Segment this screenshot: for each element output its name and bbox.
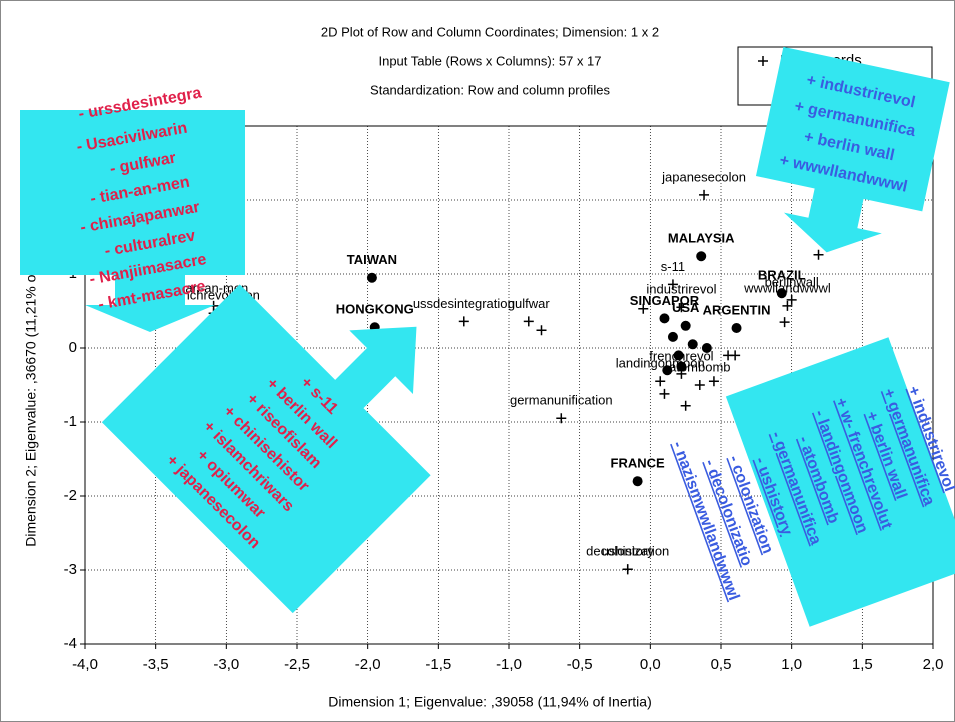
x-tick-label: 1,5 xyxy=(852,656,873,673)
annotation: - urssdesintegra- Usacivilwarin- gulfwar… xyxy=(20,85,245,332)
point-label: SINGAPOR xyxy=(630,293,700,308)
point-label: s-11 xyxy=(661,259,685,274)
point xyxy=(667,279,678,290)
point xyxy=(662,365,673,376)
point xyxy=(676,302,687,313)
point xyxy=(680,320,691,331)
point xyxy=(779,317,790,328)
point xyxy=(523,316,534,327)
legend-marker xyxy=(758,56,768,66)
point xyxy=(687,339,698,350)
point-label: germanunification xyxy=(510,393,613,408)
x-tick-label: -0,5 xyxy=(567,656,593,673)
annotation: + industrirevol+ germanunifica+ berlin w… xyxy=(755,46,950,253)
point-label: TAIWAN xyxy=(347,252,397,267)
x-tick-label: -1,5 xyxy=(425,656,451,673)
x-tick-label: -2,5 xyxy=(284,656,310,673)
point xyxy=(723,350,734,361)
point xyxy=(556,413,567,424)
y-tick-label: -2 xyxy=(64,487,77,504)
y-tick-label: -1 xyxy=(64,413,77,430)
point-label: ushistory xyxy=(602,544,655,559)
y-axis-label: Dimension 2; Eigenvalue: ,36670 (11,21% … xyxy=(23,223,39,547)
point xyxy=(632,476,643,487)
point xyxy=(458,316,469,327)
x-tick-label: -3,0 xyxy=(213,656,239,673)
point xyxy=(813,249,824,260)
point xyxy=(731,323,742,334)
point xyxy=(638,303,649,314)
point-label: tian-an-men xyxy=(179,280,248,295)
annotation-box xyxy=(101,284,431,614)
point xyxy=(708,376,719,387)
x-tick-label: -3,5 xyxy=(143,656,169,673)
x-tick-label: -4,0 xyxy=(72,656,98,673)
point-label: japanesecolon xyxy=(661,169,746,184)
point xyxy=(786,294,797,305)
x-tick-label: 2,0 xyxy=(923,656,944,673)
chart-subtitle: Standardization: Row and column profiles xyxy=(370,82,610,97)
point xyxy=(622,564,633,575)
point-label: decolonization xyxy=(586,544,669,559)
point-label: BRAZIL xyxy=(758,268,806,283)
point xyxy=(536,325,547,336)
point-label: industrirevol xyxy=(646,282,716,297)
y-tick-label: -4 xyxy=(64,635,77,652)
x-tick-label: -2,0 xyxy=(355,656,381,673)
point xyxy=(680,400,691,411)
point xyxy=(699,189,710,200)
annotation-box xyxy=(20,110,245,332)
point-label: USA xyxy=(672,300,700,315)
point-label: wwwllandwwwl xyxy=(743,280,831,295)
point xyxy=(659,388,670,399)
point xyxy=(694,380,705,390)
point xyxy=(782,300,793,311)
chart-title: 2D Plot of Row and Column Coordinates; D… xyxy=(321,24,659,39)
point xyxy=(673,350,684,361)
point-label: FRANCE xyxy=(611,456,665,471)
x-tick-label: -1,0 xyxy=(496,656,522,673)
point-label: gulfwar xyxy=(508,296,551,311)
point-label: HONGKONG xyxy=(336,302,414,317)
chart-subtitle: Input Table (Rows x Columns): 57 x 17 xyxy=(378,53,601,68)
point xyxy=(667,331,678,342)
plot-area xyxy=(84,125,934,645)
point xyxy=(655,376,666,387)
point xyxy=(676,361,687,372)
point xyxy=(366,272,377,283)
point xyxy=(701,343,712,353)
annotation: + industrirevol+ germanunifica+ berlin w… xyxy=(669,337,955,627)
point xyxy=(776,288,787,299)
point-label: ARGENTIN xyxy=(703,302,771,317)
point xyxy=(659,313,670,324)
point xyxy=(696,251,707,262)
y-tick-label: -3 xyxy=(64,561,77,578)
annotation-box xyxy=(755,46,950,253)
x-tick-label: 1,0 xyxy=(781,656,802,673)
point-label: MALAYSIA xyxy=(668,231,735,246)
annotation-box xyxy=(725,337,955,627)
x-axis-label: Dimension 1; Eigenvalue: ,39058 (11,94% … xyxy=(328,694,652,710)
x-tick-label: 0,5 xyxy=(711,656,732,673)
y-tick-label: 0 xyxy=(69,339,77,356)
point-label: berlinwall xyxy=(765,274,819,289)
point-label: ussdesintegration xyxy=(413,296,515,311)
x-tick-label: 0,0 xyxy=(640,656,661,673)
